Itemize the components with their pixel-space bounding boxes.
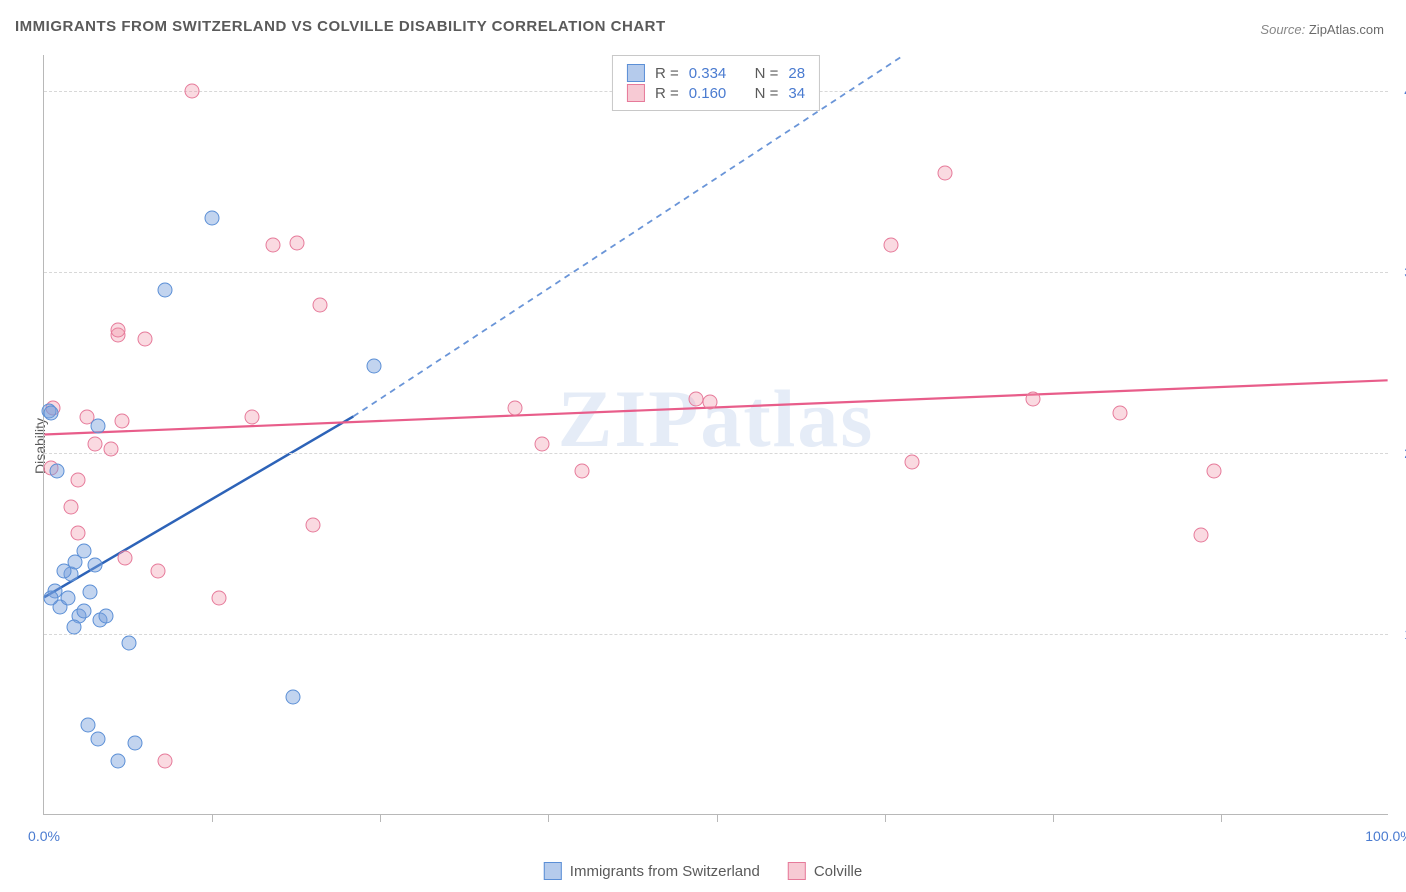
x-tick-label: 0.0% (28, 828, 60, 844)
scatter-point-blue (77, 543, 92, 558)
scatter-point-pink (117, 551, 132, 566)
scatter-point-blue (205, 210, 220, 225)
scatter-point-blue (77, 603, 92, 618)
gridline-horizontal (44, 634, 1388, 635)
scatter-point-pink (88, 437, 103, 452)
x-tick (380, 814, 381, 822)
scatter-point-blue (98, 608, 113, 623)
scatter-point-blue (128, 735, 143, 750)
r-label: R = (655, 65, 679, 82)
scatter-point-pink (1025, 391, 1040, 406)
y-tick-label: 40.0% (1394, 83, 1406, 99)
scatter-point-pink (507, 400, 522, 415)
scatter-point-pink (702, 395, 717, 410)
scatter-point-blue (121, 636, 136, 651)
scatter-point-pink (184, 84, 199, 99)
scatter-point-pink (1193, 527, 1208, 542)
scatter-point-pink (938, 165, 953, 180)
scatter-point-blue (366, 359, 381, 374)
scatter-point-pink (1207, 464, 1222, 479)
scatter-point-pink (70, 473, 85, 488)
source-label: Source: (1260, 22, 1305, 37)
r-label: R = (655, 85, 679, 102)
swatch-blue-icon (544, 862, 562, 880)
gridline-horizontal (44, 453, 1388, 454)
scatter-point-blue (43, 590, 58, 605)
trend-lines-layer (44, 55, 1388, 814)
gridline-horizontal (44, 272, 1388, 273)
scatter-point-pink (265, 238, 280, 253)
correlation-row-blue: R = 0.334 N = 28 (627, 64, 805, 82)
scatter-point-pink (1113, 406, 1128, 421)
y-tick-label: 20.0% (1394, 445, 1406, 461)
trend-line (44, 380, 1387, 434)
scatter-point-blue (61, 590, 76, 605)
scatter-point-blue (50, 464, 65, 479)
x-tick (1053, 814, 1054, 822)
scatter-point-blue (158, 283, 173, 298)
swatch-pink-icon (788, 862, 806, 880)
scatter-point-pink (70, 525, 85, 540)
scatter-point-pink (158, 753, 173, 768)
scatter-point-pink (63, 500, 78, 515)
x-tick (548, 814, 549, 822)
scatter-point-blue (285, 690, 300, 705)
n-label: N = (755, 65, 779, 82)
n-value-pink: 34 (788, 85, 805, 102)
correlation-row-pink: R = 0.160 N = 34 (627, 84, 805, 102)
source-name: ZipAtlas.com (1309, 22, 1384, 37)
swatch-blue-icon (627, 64, 645, 82)
scatter-point-blue (88, 558, 103, 573)
scatter-point-blue (57, 563, 72, 578)
scatter-point-pink (137, 332, 152, 347)
chart-title: IMMIGRANTS FROM SWITZERLAND VS COLVILLE … (15, 18, 666, 35)
scatter-point-pink (245, 409, 260, 424)
scatter-point-pink (904, 455, 919, 470)
scatter-point-pink (289, 236, 304, 251)
source-attribution: Source: ZipAtlas.com (1260, 22, 1384, 37)
r-value-blue: 0.334 (689, 65, 727, 82)
y-tick-label: 30.0% (1394, 264, 1406, 280)
x-tick (212, 814, 213, 822)
x-tick (717, 814, 718, 822)
scatter-point-pink (884, 238, 899, 253)
scatter-point-blue (90, 418, 105, 433)
scatter-point-blue (82, 585, 97, 600)
x-tick-label: 100.0% (1365, 828, 1406, 844)
swatch-pink-icon (627, 84, 645, 102)
scatter-point-blue (66, 619, 81, 634)
n-value-blue: 28 (788, 65, 805, 82)
scatter-point-blue (43, 406, 58, 421)
legend-label-blue: Immigrants from Switzerland (570, 863, 760, 880)
scatter-point-pink (306, 518, 321, 533)
scatter-point-pink (151, 563, 166, 578)
scatter-point-pink (115, 413, 130, 428)
r-value-pink: 0.160 (689, 85, 727, 102)
scatter-point-blue (90, 732, 105, 747)
legend-label-pink: Colville (814, 863, 862, 880)
x-tick (1221, 814, 1222, 822)
y-tick-label: 10.0% (1394, 626, 1406, 642)
x-tick (885, 814, 886, 822)
chart-plot-area: ZIPatlas R = 0.334 N = 28 R = 0.160 N = … (43, 55, 1388, 815)
correlation-legend: R = 0.334 N = 28 R = 0.160 N = 34 (612, 55, 820, 111)
legend-item-blue: Immigrants from Switzerland (544, 862, 760, 880)
n-label: N = (755, 85, 779, 102)
scatter-point-blue (81, 717, 96, 732)
scatter-point-pink (312, 297, 327, 312)
scatter-point-pink (534, 437, 549, 452)
scatter-point-pink (104, 442, 119, 457)
scatter-point-pink (211, 590, 226, 605)
scatter-point-pink (110, 323, 125, 338)
scatter-point-blue (110, 753, 125, 768)
series-legend: Immigrants from Switzerland Colville (544, 862, 862, 880)
legend-item-pink: Colville (788, 862, 862, 880)
scatter-point-pink (575, 464, 590, 479)
